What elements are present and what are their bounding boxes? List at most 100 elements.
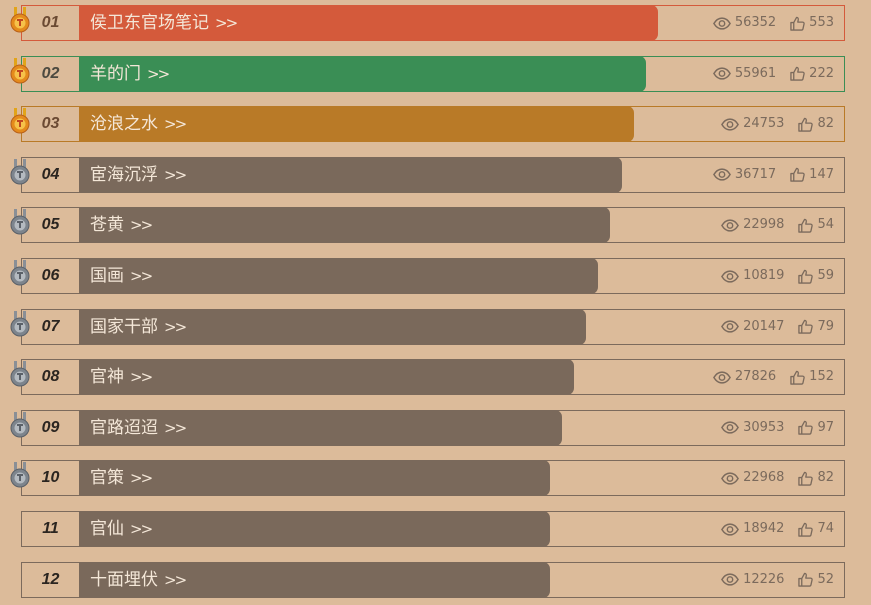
stats: 10819 59	[721, 259, 834, 293]
gold-medal-icon	[10, 58, 30, 84]
view-count: 30953	[743, 419, 785, 435]
book-title: 十面埋伏	[90, 569, 158, 590]
book-title: 官策	[90, 468, 124, 489]
view-count: 10819	[743, 268, 785, 283]
popularity-bar	[79, 409, 562, 446]
book-title-link[interactable]: 官策 >>	[90, 461, 153, 495]
stats: 27826 152	[713, 360, 834, 394]
list-item[interactable]: 10 官策 >> 22968 82	[21, 460, 845, 497]
popularity-bar	[79, 359, 575, 396]
list-item[interactable]: 08 官神 >> 27826 152	[21, 359, 845, 396]
like-count: 59	[817, 268, 834, 283]
book-title-link[interactable]: 国画 >>	[90, 259, 153, 293]
book-title-link[interactable]: 苍黄 >>	[90, 208, 153, 242]
thumbs-up-icon[interactable]	[798, 522, 813, 537]
book-title: 宦海沉浮	[90, 164, 158, 185]
rank-number: 09	[41, 418, 60, 436]
book-title-link[interactable]: 侯卫东官场笔记 >>	[90, 6, 238, 40]
book-title-link[interactable]: 宦海沉浮 >>	[90, 158, 187, 192]
like-count: 79	[817, 318, 834, 334]
view-count: 27826	[734, 369, 777, 385]
thumbs-up-icon[interactable]	[798, 572, 813, 587]
silver-medal-icon	[10, 260, 30, 286]
book-title: 侯卫东官场笔记	[90, 13, 209, 33]
popularity-bar	[79, 511, 551, 547]
like-count: 74	[817, 521, 834, 536]
rank-number: 06	[41, 267, 60, 284]
list-item[interactable]: 02 羊的门 >> 55961 222	[21, 55, 845, 92]
book-title-link[interactable]: 官神 >>	[90, 360, 153, 394]
silver-medal-icon	[10, 311, 30, 337]
eye-icon	[721, 472, 739, 485]
silver-medal-icon	[10, 412, 30, 438]
like-count: 82	[817, 116, 834, 132]
thumbs-up-icon[interactable]	[790, 66, 805, 81]
like-count: 147	[809, 166, 834, 182]
list-item[interactable]: 05 苍黄 >> 22998 54	[21, 207, 845, 244]
popularity-bar	[79, 156, 622, 193]
rank-number: 07	[41, 317, 60, 335]
thumbs-up-icon[interactable]	[798, 319, 813, 334]
list-item[interactable]: 01 侯卫东官场笔记 >> 56352 553	[21, 5, 845, 41]
eye-icon	[721, 118, 739, 131]
book-title: 官路迢迢	[90, 417, 158, 438]
gold-medal-icon	[10, 7, 30, 33]
view-count: 22968	[743, 470, 785, 486]
chevron-right-icon: >>	[130, 216, 153, 235]
view-count: 18942	[743, 521, 785, 536]
like-count: 97	[817, 419, 834, 435]
thumbs-up-icon[interactable]	[798, 117, 813, 132]
gold-medal-icon	[10, 108, 30, 134]
book-title-link[interactable]: 沧浪之水 >>	[90, 107, 187, 141]
popularity-bar	[79, 308, 586, 345]
thumbs-up-icon[interactable]	[790, 370, 805, 385]
stats: 12226 52	[721, 563, 834, 597]
thumbs-up-icon[interactable]	[790, 16, 805, 31]
chevron-right-icon: >>	[164, 115, 187, 134]
book-title-link[interactable]: 十面埋伏 >>	[90, 563, 187, 597]
stats: 22998 54	[721, 208, 834, 242]
list-item[interactable]: 04 宦海沉浮 >> 36717 147	[21, 156, 845, 193]
rank-number: 12	[41, 570, 60, 588]
thumbs-up-icon[interactable]	[798, 218, 813, 233]
book-title-link[interactable]: 官仙 >>	[90, 512, 153, 546]
view-count: 24753	[743, 116, 785, 132]
view-count: 22998	[743, 217, 785, 233]
list-item[interactable]: 11 官仙 >> 18942 74	[21, 511, 845, 547]
list-item[interactable]: 06 国画 >> 10819 59	[21, 258, 845, 294]
chevron-right-icon: >>	[130, 520, 153, 538]
list-item[interactable]: 03 沧浪之水 >> 24753 82	[21, 106, 845, 143]
thumbs-up-icon[interactable]	[790, 167, 805, 182]
book-title-link[interactable]: 羊的门 >>	[90, 57, 170, 91]
rank-number: 04	[41, 165, 60, 183]
rank-number: 05	[41, 216, 60, 234]
list-item[interactable]: 09 官路迢迢 >> 30953 97	[21, 409, 845, 446]
book-title-link[interactable]: 官路迢迢 >>	[90, 411, 187, 445]
thumbs-up-icon[interactable]	[798, 471, 813, 486]
book-title: 羊的门	[90, 63, 141, 84]
eye-icon	[713, 168, 731, 181]
view-count: 12226	[743, 571, 785, 587]
stats: 55961 222	[713, 57, 834, 91]
thumbs-up-icon[interactable]	[798, 269, 813, 284]
popularity-bar	[79, 258, 598, 294]
list-item[interactable]: 12 十面埋伏 >> 12226 52	[21, 561, 845, 598]
rank-number: 10	[41, 469, 60, 487]
book-title-link[interactable]: 国家干部 >>	[90, 310, 187, 344]
eye-icon	[721, 573, 739, 586]
popularity-bar	[79, 106, 635, 143]
thumbs-up-icon[interactable]	[798, 420, 813, 435]
eye-icon	[721, 219, 739, 232]
eye-icon	[721, 523, 739, 536]
view-count: 36717	[734, 166, 777, 182]
book-title: 苍黄	[90, 215, 124, 236]
chevron-right-icon: >>	[164, 570, 187, 589]
silver-medal-icon	[10, 159, 30, 185]
eye-icon	[721, 421, 739, 434]
rank-number: 02	[41, 64, 60, 82]
like-count: 82	[817, 470, 834, 486]
list-item[interactable]: 07 国家干部 >> 20147 79	[21, 308, 845, 345]
chevron-right-icon: >>	[130, 469, 153, 488]
chevron-right-icon: >>	[164, 317, 187, 336]
